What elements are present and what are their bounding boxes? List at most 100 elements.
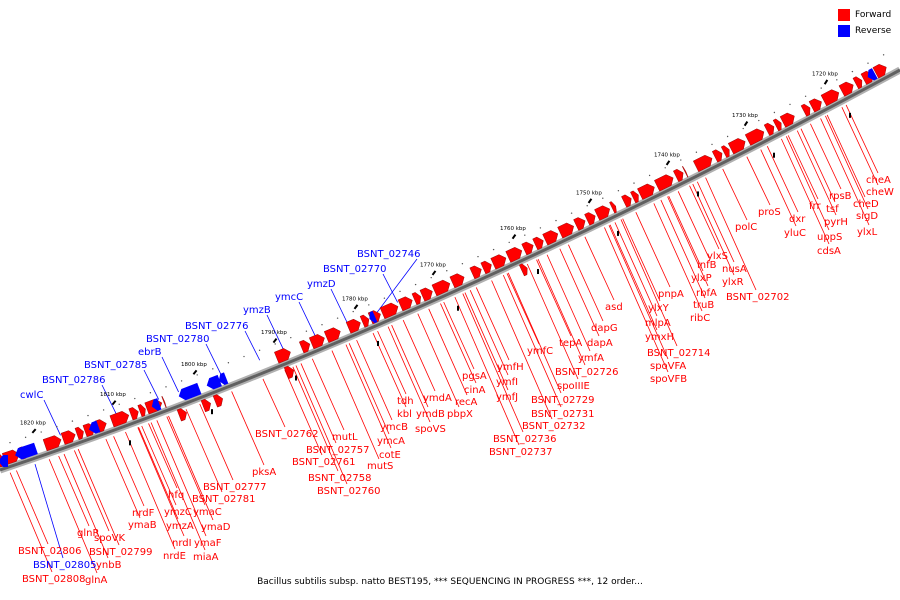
leader-line-ymfc <box>506 273 540 345</box>
forward-gene-arrow <box>42 435 62 452</box>
gene-label-pyrh: pyrH <box>824 217 848 228</box>
gene-label-ymzb: ymzB <box>243 305 271 316</box>
minor-tick <box>399 290 401 293</box>
minor-tick <box>586 205 588 207</box>
minor-tick <box>492 248 495 251</box>
gene-label-nrde: nrdE <box>163 551 186 562</box>
minor-tick <box>180 380 183 382</box>
forward-gene-arrow <box>532 236 544 251</box>
leader-line-pnpa <box>635 212 671 288</box>
leader-line-bsnt-02714 <box>620 219 678 347</box>
minor-tick <box>243 355 245 358</box>
forward-gene-arrow <box>654 174 674 192</box>
minor-tick <box>851 70 854 73</box>
minor-tick <box>274 343 276 345</box>
forward-gene-arrow <box>800 103 811 117</box>
leader-line-bsnt-02777 <box>199 403 234 481</box>
gene-label-bsnt-02746: BSNT_02746 <box>357 249 420 260</box>
forward-gene-arrow <box>299 339 311 354</box>
forward-gene-arrow <box>820 89 840 107</box>
scale-tick-label: 1750 kbp <box>576 190 602 196</box>
gene-label-bsnt-02806: BSNT_02806 <box>18 546 81 557</box>
minor-tick <box>726 135 729 138</box>
leader-line-ymzb <box>266 314 285 351</box>
gene-label-nrdi: nrdI <box>172 538 192 549</box>
gene-label-ymfj: ymfJ <box>496 392 518 403</box>
scale-tick-mark <box>743 120 749 127</box>
scale-tick-mark <box>511 234 517 240</box>
leader-line-bsnt-02702 <box>705 177 757 291</box>
gene-label-polc: polC <box>735 222 757 233</box>
scale-tick-mark <box>111 400 117 406</box>
leader-line-asd <box>584 236 615 301</box>
leader-line-ymda <box>402 319 436 392</box>
gene-label-ymab: ymaB <box>128 520 157 531</box>
forward-gene-arrow <box>763 122 775 136</box>
gene-label-bsnt-02808: BSNT_02808 <box>22 574 85 585</box>
minor-tick <box>71 420 74 422</box>
leader-line-pgsa <box>443 301 475 370</box>
scale-tick-label: 1800 kbp <box>181 362 207 368</box>
gene-label-upps: uppS <box>817 232 842 243</box>
forward-gene-arrow <box>630 190 639 204</box>
lower-tick-mark <box>377 340 379 346</box>
leader-line-ymab <box>105 438 141 519</box>
gene-label-bsnt-02736: BSNT_02736 <box>493 434 556 445</box>
gene-label-nusa: nusA <box>722 264 747 275</box>
forward-gene-arrow <box>584 212 596 226</box>
minor-tick <box>134 397 136 400</box>
gene-label-glnr: glnR <box>77 528 99 539</box>
leader-line-ymcc <box>298 301 317 338</box>
forward-gene-arrow <box>109 411 130 428</box>
leader-line-ymfh <box>475 287 510 361</box>
minor-tick <box>804 95 807 97</box>
forward-gene-arrow <box>469 265 482 280</box>
leader-line-tsf <box>800 128 836 203</box>
scale-tick-mark <box>353 304 359 310</box>
minor-tick <box>336 317 339 319</box>
gene-label-bsnt-02762: BSNT_02762 <box>255 429 318 440</box>
leader-line-bsnt-02776 <box>244 330 261 361</box>
forward-gene-arrow <box>379 302 399 320</box>
gene-label-ylxy: ylxY <box>648 303 670 314</box>
forward-gene-arrow <box>711 149 723 163</box>
leader-line-pksa <box>231 391 265 466</box>
gene-label-bsnt-02732: BSNT_02732 <box>522 421 585 432</box>
leader-line-tepa <box>536 259 572 337</box>
gene-label-bsnt-02780: BSNT_02780 <box>146 334 209 345</box>
gene-label-spovfa: spoVFA <box>650 361 686 372</box>
gene-label-ylxs: ylxS <box>707 251 728 262</box>
minor-tick <box>867 62 869 64</box>
forward-gene-arrow <box>772 118 782 132</box>
leader-line-bsnt-02780 <box>205 343 222 376</box>
leader-line-dapa <box>559 248 600 337</box>
leader-line-bsnt-02732 <box>491 280 553 420</box>
gene-label-bsnt-02702: BSNT_02702 <box>726 292 789 303</box>
map-caption: Bacillus subtilis subsp. natto BEST195, … <box>257 577 643 587</box>
forward-gene-arrow <box>693 154 713 173</box>
leader-line-ymaf <box>156 420 207 537</box>
lower-tick-mark <box>849 112 851 118</box>
minor-tick <box>742 127 744 130</box>
gene-label-glna: glnA <box>85 575 107 586</box>
gene-label-pgsa: pgsA <box>462 371 487 382</box>
minor-tick <box>87 414 89 417</box>
gene-label-infb: infB <box>697 260 717 271</box>
gene-label-ymza: ymzA <box>166 521 194 532</box>
gene-label-bsnt-02737: BSNT_02737 <box>489 447 552 458</box>
gene-label-ched: cheD <box>853 199 879 210</box>
minor-tick <box>305 330 308 332</box>
leader-line-ymfj <box>464 292 509 391</box>
forward-gene-arrow <box>283 365 295 379</box>
scale-tick-label: 1730 kbp <box>732 113 758 119</box>
gene-label-bsnt-02776: BSNT_02776 <box>185 321 248 332</box>
minor-tick <box>680 159 682 161</box>
forward-gene-arrow <box>838 81 854 97</box>
forward-gene-arrow <box>727 138 746 155</box>
gene-label-dapa: dapA <box>587 338 613 349</box>
leader-line-muts <box>331 350 380 460</box>
forward-gene-arrow <box>419 287 433 302</box>
legend-reverse-label: Reverse <box>855 26 892 36</box>
gene-label-tsf: tsf <box>826 204 839 215</box>
leader-line-dxr <box>766 146 799 213</box>
